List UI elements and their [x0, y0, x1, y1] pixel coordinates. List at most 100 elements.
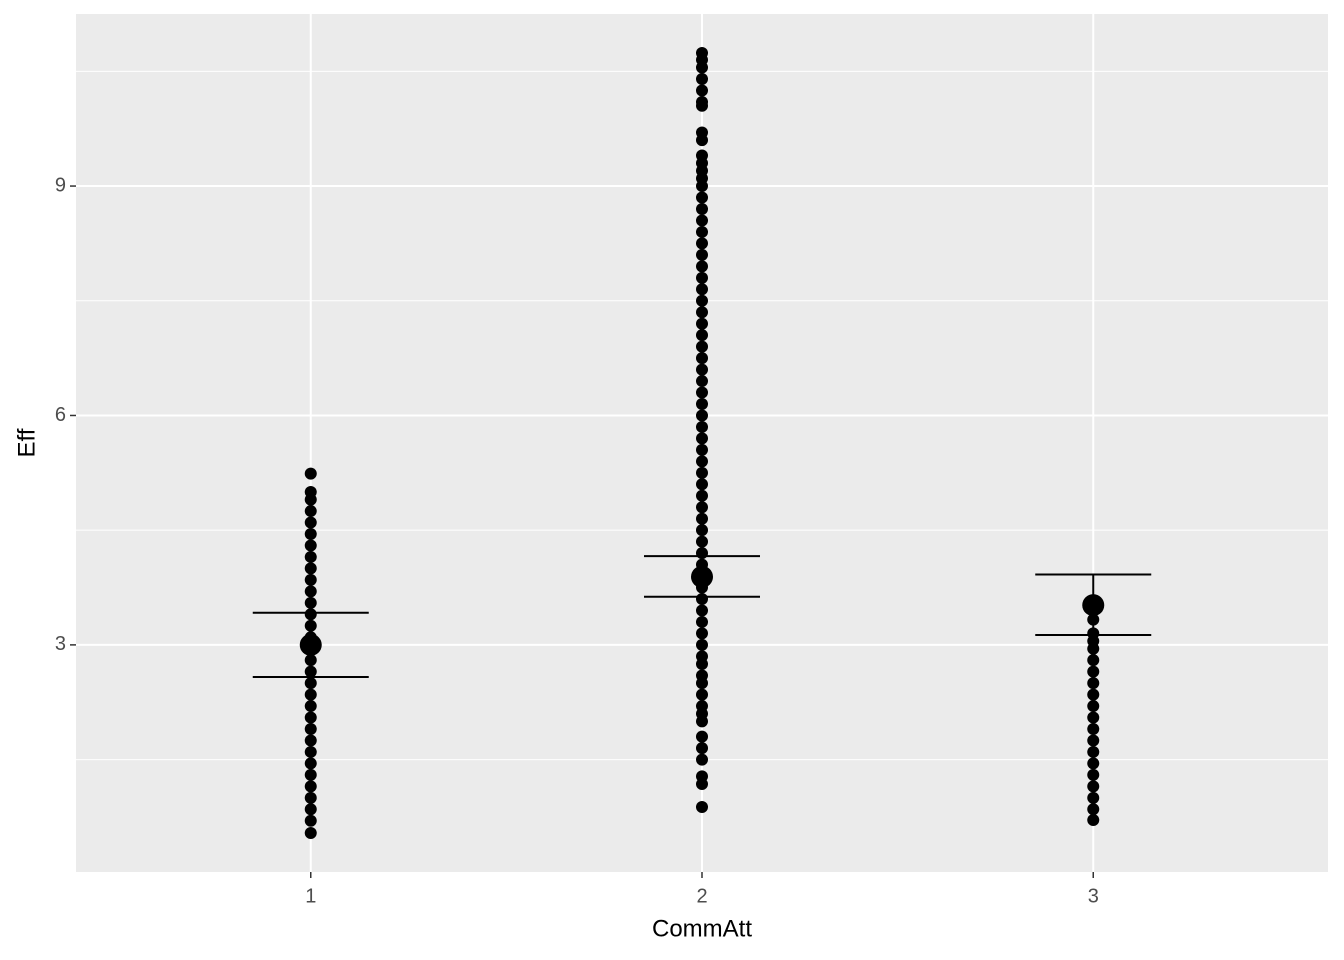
point — [1087, 745, 1100, 758]
point — [1087, 677, 1100, 690]
point — [696, 352, 708, 365]
point — [1087, 814, 1100, 826]
point — [304, 688, 317, 701]
point — [304, 573, 317, 586]
point — [304, 596, 317, 609]
x-tick-label: 1 — [305, 885, 316, 907]
point — [696, 770, 708, 783]
point — [1087, 757, 1100, 770]
point — [304, 723, 317, 735]
point — [1087, 711, 1100, 724]
point — [696, 742, 708, 755]
point — [696, 149, 708, 162]
point — [304, 485, 317, 498]
point — [304, 734, 317, 747]
mean-point — [1082, 594, 1105, 617]
point — [696, 225, 708, 238]
mean-point — [299, 633, 322, 656]
point — [1087, 665, 1100, 678]
point — [304, 768, 317, 781]
point — [696, 95, 708, 108]
point — [696, 73, 708, 85]
point — [696, 615, 708, 628]
point — [1087, 734, 1100, 747]
point — [1087, 780, 1100, 793]
y-tick-label: 9 — [55, 174, 66, 196]
point — [696, 432, 708, 445]
x-tick-label: 3 — [1088, 885, 1099, 907]
point — [304, 467, 317, 480]
point — [696, 214, 708, 227]
point — [304, 550, 317, 563]
point — [304, 791, 317, 804]
point — [696, 730, 708, 743]
y-tick-label: 3 — [55, 633, 66, 655]
y-axis-title: Eff — [13, 428, 40, 457]
point — [696, 455, 708, 468]
point — [1087, 803, 1100, 816]
mean-point — [691, 565, 713, 588]
point — [304, 585, 317, 598]
point — [304, 516, 317, 529]
point — [696, 237, 708, 250]
point — [696, 650, 708, 663]
point — [304, 562, 317, 575]
point — [1087, 688, 1100, 701]
point — [696, 340, 708, 353]
point — [696, 84, 708, 97]
point — [696, 191, 708, 204]
point — [304, 803, 317, 816]
point — [696, 283, 708, 296]
point — [696, 47, 708, 59]
point — [304, 814, 317, 827]
point — [696, 317, 708, 330]
x-tick-label: 2 — [696, 885, 707, 907]
point — [696, 420, 708, 433]
point — [304, 700, 317, 713]
point — [696, 627, 708, 640]
point — [696, 363, 708, 376]
point — [696, 203, 708, 215]
point — [304, 827, 317, 839]
point — [304, 539, 317, 552]
point — [304, 677, 317, 690]
y-tick-label: 6 — [55, 404, 66, 426]
point — [1087, 791, 1100, 804]
point — [696, 126, 708, 139]
point — [696, 489, 708, 502]
point — [696, 753, 708, 766]
point — [696, 398, 708, 410]
point — [696, 688, 708, 701]
point — [696, 386, 708, 399]
point — [696, 501, 708, 514]
point — [304, 757, 317, 770]
point — [696, 248, 708, 261]
point — [696, 466, 708, 479]
point — [1087, 654, 1100, 667]
point — [696, 535, 708, 548]
point — [696, 271, 708, 284]
point — [696, 478, 708, 491]
point — [304, 528, 317, 540]
point — [304, 780, 317, 793]
point — [696, 260, 708, 273]
point — [696, 329, 708, 342]
x-axis-title: CommAtt — [652, 915, 752, 942]
point — [304, 711, 317, 724]
point — [696, 306, 708, 319]
point — [696, 604, 708, 617]
point — [696, 512, 708, 525]
point — [696, 294, 708, 307]
point — [696, 669, 708, 682]
point — [1087, 700, 1100, 713]
point — [696, 375, 708, 388]
point — [696, 409, 708, 422]
point — [696, 638, 708, 651]
point — [696, 700, 708, 713]
point — [696, 524, 708, 537]
point — [1087, 723, 1100, 735]
point — [304, 505, 317, 518]
point — [1087, 768, 1100, 781]
point — [696, 443, 708, 456]
